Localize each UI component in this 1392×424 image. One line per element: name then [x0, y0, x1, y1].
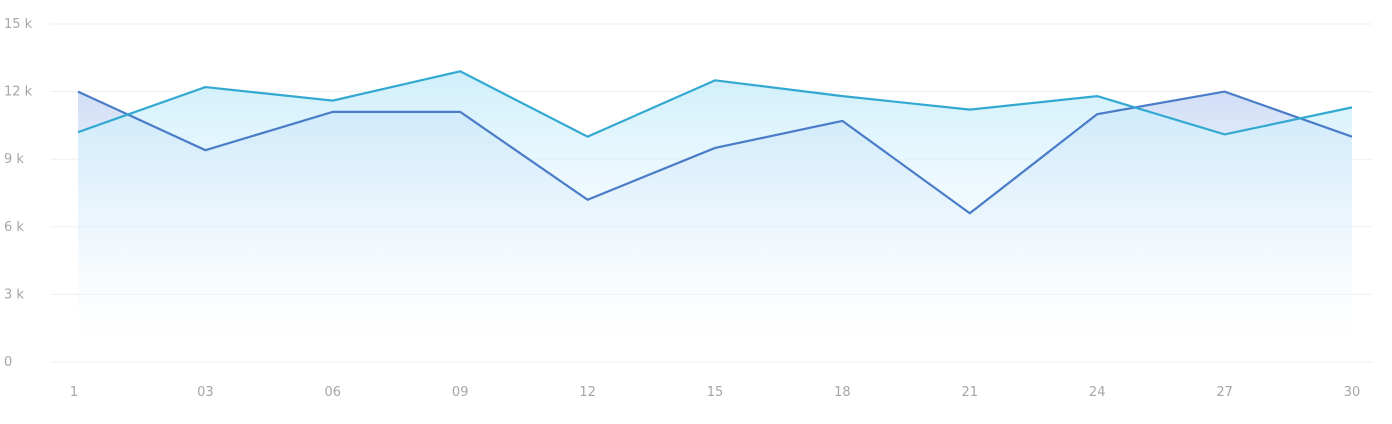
y-tick-label: 3 k [4, 287, 24, 302]
x-tick-label: 06 [325, 385, 342, 400]
x-tick-label: 27 [1216, 385, 1233, 400]
y-tick-label: 9 k [4, 152, 24, 167]
series-line-1 [77, 90, 1353, 215]
x-axis-ticks: 1 03 06 09 12 15 18 21 24 27 30 [70, 385, 1360, 400]
x-tick-label: 1 [70, 385, 78, 400]
y-tick-label: 6 k [4, 220, 24, 235]
x-tick-label: 24 [1089, 385, 1106, 400]
y-tick-label: 15 k [4, 17, 33, 32]
series-line-2 [77, 70, 1353, 138]
x-tick-label: 18 [834, 385, 851, 400]
x-tick-label: 03 [197, 385, 214, 400]
area-fills [78, 71, 1352, 362]
x-tick-label: 12 [579, 385, 596, 400]
x-tick-label: 30 [1344, 385, 1361, 400]
x-tick-label: 09 [452, 385, 469, 400]
y-tick-label: 12 k [4, 85, 33, 100]
x-tick-label: 15 [707, 385, 724, 400]
y-axis-ticks: 15 k 12 k 9 k 6 k 3 k 0 [4, 17, 33, 370]
series-area-2 [78, 71, 1352, 362]
x-tick-label: 21 [962, 385, 979, 400]
series-lines [77, 70, 1353, 215]
y-tick-label: 0 [4, 355, 12, 370]
